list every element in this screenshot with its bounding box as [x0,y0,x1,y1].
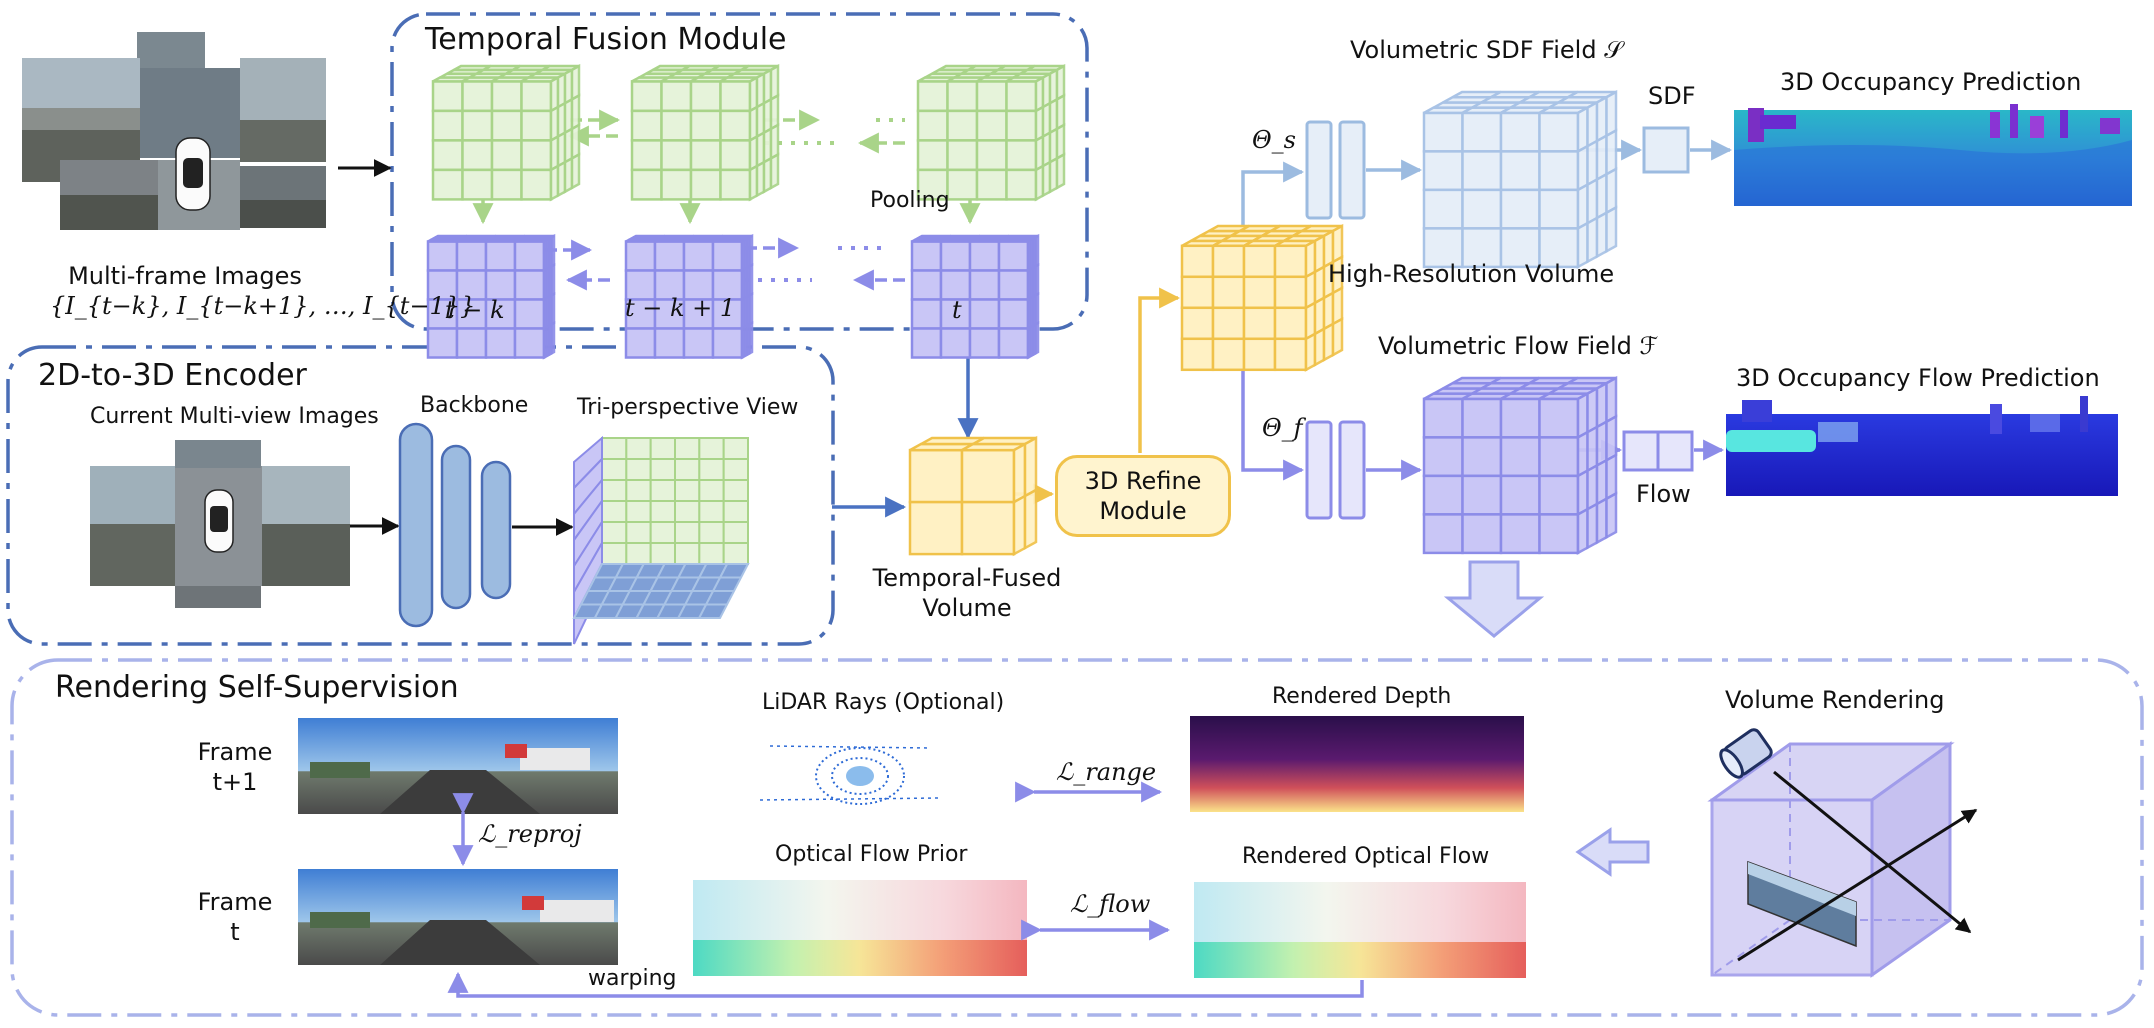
high-resolution-volume [1180,223,1344,372]
occupancy-prediction-label: 3D Occupancy Prediction [1780,68,2082,96]
theta-s-label: Θ_s [1252,126,1296,154]
optical-prior-label: Optical Flow Prior [775,842,968,867]
purple-voxel-grid-2 [624,233,754,360]
current-multi-view-images [90,440,350,608]
green-voxel-cube-3 [916,63,1066,202]
occupancy-flow-prediction-label: 3D Occupancy Flow Prediction [1736,364,2100,392]
green-voxel-cube-1 [431,63,581,202]
loss-flow-label: ℒ_flow [1070,890,1151,918]
sdf-label: SDF [1648,82,1696,110]
pooling-label: Pooling [870,188,950,213]
refine-label-1: 3D Refine [1084,467,1202,495]
occupancy-flow-prediction-image [1726,396,2118,496]
time-t-minus-k: t − k [445,296,505,324]
down-arrow [1443,560,1545,638]
lidar-rays-image [750,728,950,824]
frame-t-label-2: t [230,918,240,946]
backbone-layer-3 [480,460,512,600]
time-t: t [952,296,962,324]
flow-label: Flow [1636,480,1691,508]
backbone-layer-2 [440,444,472,610]
volume-rendering-label: Volume Rendering [1725,686,1945,714]
time-t-minus-k-plus-1: t − k + 1 [625,294,736,322]
sdf-field-label: Volumetric SDF Field 𝒮 [1350,36,1623,64]
green-voxel-cube-2 [630,63,780,202]
frame-t1-label-1: Frame [197,738,273,766]
purple-voxel-grid-3 [910,233,1040,360]
warping-label: warping [588,966,677,991]
temporal-fusion-title: Temporal Fusion Module [425,22,787,57]
theta-f-label: Θ_f [1262,414,1303,442]
multi-frame-label: Multi-frame Images [68,262,302,290]
frame-t-image [298,869,618,965]
sdf-field-volume [1422,89,1618,270]
temporal-fusion-frame [390,12,1089,331]
rendered-depth-label: Rendered Depth [1272,684,1452,709]
rendered-depth-image [1190,716,1524,812]
flow-field-volume [1422,375,1618,556]
rendering-title: Rendering Self-Supervision [55,670,459,705]
sdf-output-box [1642,126,1690,174]
multi-frame-images [22,32,326,230]
loss-reproj-label: ℒ_reproj [478,820,582,848]
rendering-frame [10,658,2144,1017]
backbone-layer-1 [398,422,434,628]
occupancy-prediction-image [1734,104,2132,206]
tpv-label: Tri-perspective View [577,395,799,420]
purple-voxel-grid-1 [426,233,556,360]
flow-field-label: Volumetric Flow Field ℱ [1378,332,1659,360]
multi-frame-set: {I_{t−k}, I_{t−k+1}, …, I_{t−1}} [50,292,476,320]
encoder-title: 2D-to-3D Encoder [38,358,307,393]
backbone-label: Backbone [420,393,529,418]
left-arrow [1575,827,1650,877]
temporal-fused-label-2: Volume [922,594,1012,622]
lidar-label: LiDAR Rays (Optional) [762,690,1005,715]
tri-perspective-view [572,435,750,645]
refine-module-box: 3D Refine Module [1055,455,1231,537]
loss-range-label: ℒ_range [1056,758,1157,786]
volume-rendering-cube [1707,728,1978,978]
rendered-flow-label: Rendered Optical Flow [1242,844,1490,869]
frame-t1-image [298,718,618,814]
temporal-fused-volume [908,435,1038,557]
encoder-frame [6,345,835,646]
refine-label-2: Module [1099,497,1187,525]
frame-t1-label-2: t+1 [212,768,258,796]
frame-t-label-1: Frame [197,888,273,916]
warping-arrow [447,971,1364,998]
temporal-fused-label-1: Temporal-Fused [872,564,1062,592]
high-res-label: High-Resolution Volume [1328,260,1615,288]
current-views-label: Current Multi-view Images [90,404,379,429]
